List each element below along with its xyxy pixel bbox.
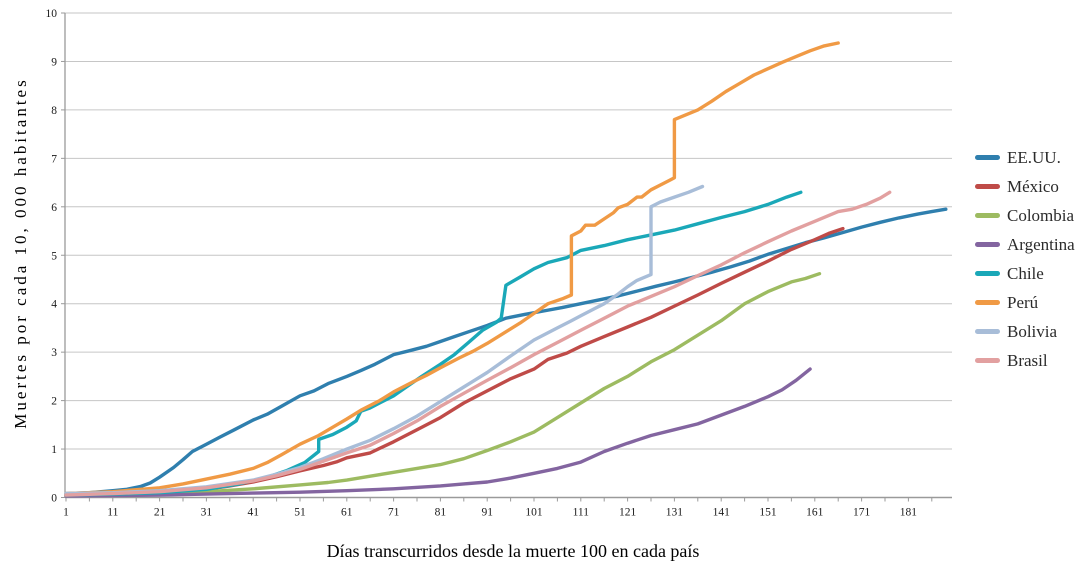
legend-label-brasil: Brasil [1007, 350, 1048, 370]
y-tick-label-4: 4 [51, 299, 57, 311]
legend-item-colombia: Colombia [975, 201, 1075, 230]
y-tick-label-1: 1 [51, 444, 57, 456]
x-tick-label-1: 1 [63, 507, 69, 519]
legend-label-eeuu: EE.UU. [1007, 147, 1061, 167]
y-tick-label-7: 7 [51, 153, 57, 165]
x-tick-label-21: 21 [154, 507, 166, 519]
legend-swatch-per [975, 300, 1000, 305]
legend-label-bolivia: Bolivia [1007, 321, 1058, 341]
legend-swatch-colombia [975, 213, 1000, 218]
x-tick-label-141: 141 [713, 507, 731, 519]
legend-item-eeuu: EE.UU. [975, 143, 1075, 172]
legend-item-per: Perú [975, 288, 1075, 317]
chart-line-chile [64, 190, 803, 497]
y-axis-title: Muertes por cada 10, 000 habitantes [11, 77, 30, 429]
chart-line-eeuu [64, 207, 948, 496]
x-tick-label-61: 61 [341, 507, 353, 519]
legend: EE.UU. México Colombia Argentina Chile Perú Bo… [975, 143, 1075, 375]
y-tick-label-6: 6 [51, 202, 57, 214]
x-tick-label-91: 91 [481, 507, 493, 519]
x-tick-label-51: 51 [294, 507, 306, 519]
legend-swatch-eeuu [975, 155, 1000, 160]
legend-swatch-brasil [975, 358, 1000, 363]
x-tick-label-181: 181 [900, 507, 918, 519]
y-tick-label-5: 5 [51, 250, 57, 262]
x-tick-label-151: 151 [759, 507, 777, 519]
legend-swatch-mxico [975, 184, 1000, 189]
legend-label-argentina: Argentina [1007, 234, 1075, 254]
x-tick-label-171: 171 [853, 507, 871, 519]
x-tick-label-31: 31 [201, 507, 213, 519]
y-tick-label-2: 2 [51, 396, 57, 408]
y-tick-label-3: 3 [51, 347, 57, 359]
y-tick-label-9: 9 [51, 56, 57, 68]
x-tick-label-41: 41 [247, 507, 259, 519]
legend-label-mxico: México [1007, 176, 1059, 196]
chart-line-colombia [64, 272, 822, 498]
chart-line-argentina [64, 367, 812, 498]
legend-swatch-argentina [975, 242, 1000, 247]
x-tick-label-131: 131 [666, 507, 684, 519]
legend-label-per: Perú [1007, 292, 1039, 312]
x-tick-label-101: 101 [525, 507, 543, 519]
legend-swatch-chile [975, 271, 1000, 276]
x-tick-label-121: 121 [619, 507, 637, 519]
legend-item-mxico: México [975, 172, 1075, 201]
legend-item-argentina: Argentina [975, 230, 1075, 259]
x-axis-title: Días transcurridos desde la muerte 100 e… [326, 541, 700, 561]
x-tick-label-111: 111 [573, 507, 590, 519]
legend-item-bolivia: Bolivia [975, 317, 1075, 346]
x-tick-label-161: 161 [806, 507, 824, 519]
x-tick-label-81: 81 [435, 507, 447, 519]
y-tick-label-8: 8 [51, 105, 57, 117]
y-tick-label-0: 0 [51, 493, 57, 505]
legend-item-brasil: Brasil [975, 346, 1075, 375]
legend-item-chile: Chile [975, 259, 1075, 288]
y-tick-label-10: 10 [46, 8, 58, 20]
x-tick-label-71: 71 [388, 507, 400, 519]
chart-line-per [64, 41, 840, 496]
chart-line-brasil [64, 190, 892, 497]
legend-label-colombia: Colombia [1007, 205, 1075, 225]
legend-swatch-bolivia [975, 329, 1000, 334]
legend-label-chile: Chile [1007, 263, 1044, 283]
x-tick-label-11: 11 [107, 507, 118, 519]
